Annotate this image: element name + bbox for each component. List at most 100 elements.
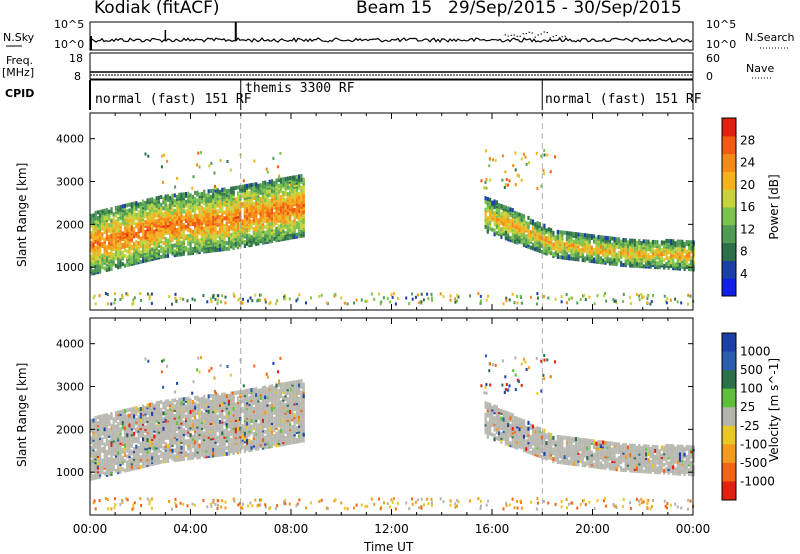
velocity-cell: [513, 444, 517, 449]
power-cell: [295, 207, 298, 212]
velocity-cell: [139, 441, 142, 446]
power-cell: [218, 238, 222, 242]
velocity-cell: [173, 448, 176, 453]
power-cell: [248, 239, 251, 244]
power-cell: [155, 234, 158, 239]
power-cell: [268, 222, 271, 227]
power-cell: [275, 238, 278, 243]
power-cell: [227, 225, 231, 230]
power-cell: [187, 207, 190, 212]
power-cell: [270, 179, 274, 184]
power-cell: [284, 223, 287, 228]
velocity-cell: [114, 445, 118, 450]
power-cell: [207, 193, 210, 198]
power-cell: [239, 221, 242, 226]
power-cell: [130, 252, 133, 257]
velocity-cell: [128, 423, 131, 428]
power-cell: [157, 195, 160, 200]
velocity-cell: [96, 421, 99, 426]
power-cell: [255, 207, 258, 212]
power-cell: [126, 218, 129, 223]
power-cell: [239, 212, 242, 216]
power-cell: [241, 184, 244, 189]
power-cell: [507, 235, 510, 240]
velocity-cell: [173, 454, 176, 459]
power-cell: [286, 176, 289, 181]
velocity-cell: [166, 408, 170, 413]
velocity-cell: [126, 414, 129, 419]
power-cell: [94, 264, 97, 269]
power-cell: [169, 230, 172, 235]
velocity-cell: [300, 434, 303, 439]
velocity-cell: [171, 412, 174, 417]
power-cell: [194, 241, 197, 245]
power-cell: [162, 196, 165, 201]
velocity-cell: [239, 430, 242, 435]
power-cell: [146, 211, 149, 216]
velocity-cell: [203, 406, 206, 411]
velocity-cell: [225, 394, 228, 398]
velocity-cell: [212, 447, 215, 452]
velocity-cell: [291, 380, 294, 385]
power-cell: [180, 219, 183, 224]
power-cell: [266, 207, 269, 212]
velocity-cell: [212, 414, 215, 419]
power-cell: [212, 242, 215, 247]
velocity-cell: [191, 419, 194, 424]
power-cell: [121, 215, 124, 220]
velocity-cell: [144, 405, 147, 410]
velocity-cell: [180, 401, 183, 406]
power-cell: [255, 232, 258, 237]
power-cell: [275, 178, 278, 183]
velocity-cell: [126, 423, 129, 428]
velocity-cell: [516, 416, 519, 421]
velocity-cell: [282, 382, 285, 387]
velocity-cell: [513, 415, 517, 420]
velocity-cell: [248, 417, 251, 422]
velocity-cell: [246, 394, 249, 399]
power-cell: [130, 260, 133, 264]
power-cell: [126, 209, 129, 214]
power-cell: [212, 246, 215, 251]
velocity-cell: [90, 436, 93, 441]
power-cell: [123, 215, 127, 220]
velocity-cell: [289, 433, 292, 438]
power-cell: [148, 234, 151, 239]
power-cell: [279, 224, 283, 228]
velocity-cell: [162, 426, 165, 431]
power-cell: [277, 201, 280, 206]
velocity-cell: [175, 421, 179, 426]
velocity-cell: [248, 444, 251, 449]
velocity-cell: [518, 417, 521, 422]
power-cell: [502, 212, 505, 217]
power-cell: [133, 230, 136, 235]
power-cell: [520, 213, 523, 218]
velocity-cell: [160, 400, 163, 405]
velocity-cell: [491, 405, 494, 410]
velocity-cell: [123, 408, 127, 413]
velocity-cell: [252, 406, 255, 411]
power-cell: [110, 218, 113, 223]
velocity-cell: [246, 421, 249, 426]
velocity-cell: [243, 427, 246, 432]
velocity-cell: [148, 458, 151, 463]
power-cell: [112, 247, 115, 251]
velocity-cell: [259, 411, 262, 416]
power-cell: [207, 189, 210, 194]
velocity-cell: [286, 429, 289, 434]
power-cell: [119, 222, 122, 227]
velocity-cell: [185, 414, 188, 419]
velocity-cell: [182, 435, 185, 440]
power-cell: [491, 227, 494, 232]
velocity-cell: [273, 434, 276, 438]
velocity-cell: [146, 449, 149, 454]
velocity-cell: [255, 437, 258, 442]
velocity-cell: [207, 409, 210, 414]
velocity-cell: [105, 426, 108, 431]
velocity-cell: [110, 412, 113, 417]
power-cell: [99, 248, 102, 253]
velocity-cell: [250, 388, 253, 392]
velocity-cell: [90, 424, 93, 429]
power-cell: [112, 260, 115, 265]
power-cell: [239, 204, 242, 209]
